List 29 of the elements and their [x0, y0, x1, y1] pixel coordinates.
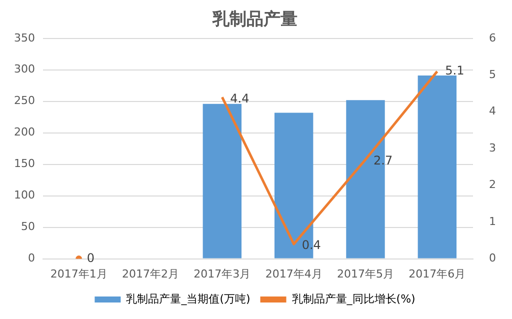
x-tick-label: 2017年4月 — [265, 267, 322, 280]
y2-tick-label: 3 — [489, 141, 496, 154]
y2-tick-label: 5 — [489, 68, 496, 81]
x-tick-label: 2017年1月 — [50, 267, 108, 280]
legend-label: 乳制品产量_同比增长(%) — [292, 292, 416, 306]
bar — [418, 76, 457, 258]
y-tick-label: 100 — [14, 188, 35, 202]
data-label: 5.1 — [445, 64, 464, 78]
x-tick-label: 2017年3月 — [194, 267, 251, 280]
data-label: 0 — [86, 250, 94, 265]
y2-tick-label: 6 — [489, 31, 496, 44]
y2-tick-label: 1 — [489, 214, 496, 228]
y-tick-label: 300 — [14, 62, 35, 76]
y-tick-label: 50 — [20, 220, 35, 234]
x-tick-label: 2017年2月 — [122, 267, 179, 280]
x-tick-label: 2017年5月 — [337, 267, 394, 280]
y-tick-label: 350 — [14, 31, 35, 44]
data-label: 4.4 — [230, 91, 250, 106]
y-tick-label: 0 — [28, 252, 35, 265]
chart-title: 乳制品产量 — [212, 10, 298, 30]
y2-tick-label: 0 — [489, 252, 496, 265]
y-tick-label: 200 — [14, 126, 35, 139]
x-tick-label: 2017年6月 — [408, 267, 466, 280]
y-tick-label: 250 — [14, 94, 35, 108]
legend-label: 乳制品产量_当期值(万吨) — [126, 292, 250, 306]
y2-tick-label: 4 — [489, 104, 496, 118]
y-tick-label: 150 — [14, 157, 35, 170]
bar — [202, 104, 242, 258]
y2-tick-label: 2 — [489, 178, 496, 192]
